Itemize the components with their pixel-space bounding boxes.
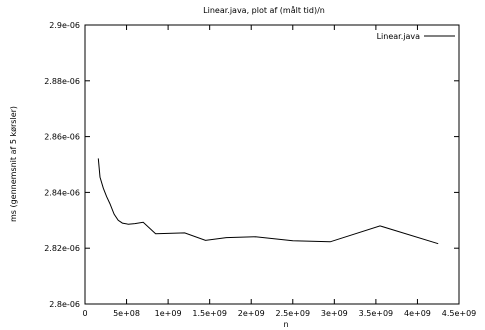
- x-tick-label: 0: [82, 309, 87, 318]
- x-tick-label: 2e+09: [238, 309, 265, 318]
- x-axis-label: n: [283, 320, 288, 329]
- x-axis-ticks: 0 5e+08 1e+09 1.5e+09 2e+09 2.5e+09 3e+09 3.5e+…: [82, 25, 476, 318]
- y-tick-label: 2.86e-06: [44, 133, 80, 142]
- x-tick-label: 5e+08: [113, 309, 140, 318]
- x-tick-label: 1.5e+09: [192, 309, 227, 318]
- x-tick-label: 1e+09: [155, 309, 182, 318]
- y-axis-label: ms (gennemsnit af 5 kørsler): [9, 106, 18, 222]
- y-axis-ticks: 2.8e-06 2.82e-06 2.84e-06 2.86e-06 2.88e-06 2…: [44, 21, 459, 309]
- legend: Linear.java: [377, 32, 455, 41]
- x-tick-label: 3e+09: [321, 309, 348, 318]
- x-tick-label: 3.5e+09: [359, 309, 394, 318]
- y-tick-label: 2.9e-06: [49, 21, 80, 30]
- y-tick-label: 2.88e-06: [44, 77, 80, 86]
- y-tick-label: 2.84e-06: [44, 188, 80, 197]
- series-line: [97, 158, 439, 245]
- y-tick-label: 2.82e-06: [44, 244, 80, 253]
- y-tick-label: 2.8e-06: [49, 300, 80, 309]
- plot-frame: [84, 24, 460, 305]
- x-tick-label: 4e+09: [404, 309, 431, 318]
- legend-label: Linear.java: [377, 32, 421, 41]
- x-tick-label: 4.5e+09: [442, 309, 477, 318]
- x-tick-label: 2.5e+09: [276, 309, 311, 318]
- chart-title: Linear.java, plot af (målt tid)/n: [203, 5, 325, 15]
